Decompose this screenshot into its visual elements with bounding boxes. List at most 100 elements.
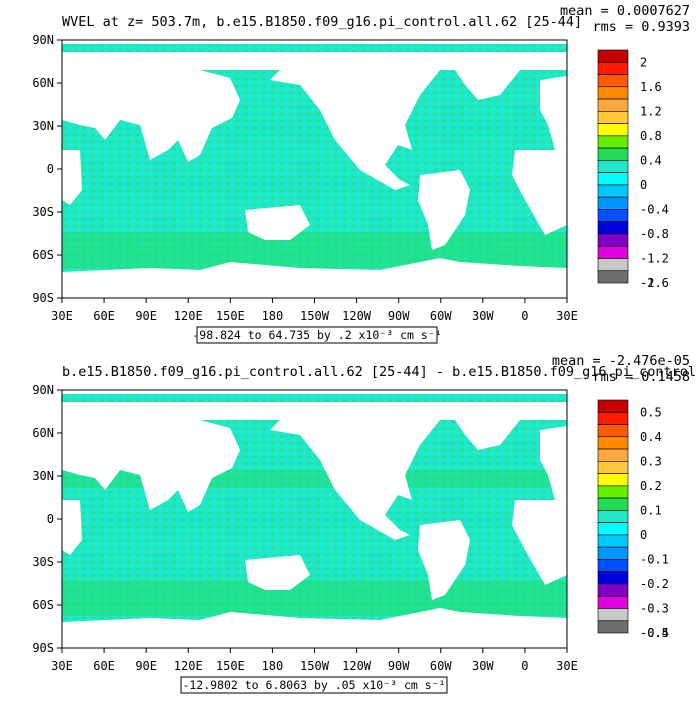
colorbar-swatch: [597, 147, 629, 161]
lat-tick-label: 90N: [32, 33, 54, 47]
lon-tick-label: 30E: [556, 659, 578, 673]
lon-tick-label: 150W: [300, 309, 330, 323]
colorbar-swatch: [597, 49, 629, 63]
panel-2-colorbar: 0.5 0.4 0.3 0.2 0.1 0 -0.1 -0.2 -0.3 -0.4-0.5: [597, 399, 669, 640]
colorbar-label: 0: [640, 178, 647, 192]
colorbar-swatch: [597, 111, 629, 124]
lon-tick-label: 90E: [135, 659, 157, 673]
colorbar-swatch: [597, 209, 629, 222]
lat-tick-label: 60N: [32, 426, 54, 440]
colorbar-label: 0.2: [640, 479, 662, 493]
colorbar-label: 2: [640, 55, 647, 69]
colorbar-label: -1.2: [640, 251, 669, 265]
colorbar-label: 0: [640, 528, 647, 542]
colorbar-label: -0.5: [640, 626, 669, 640]
colorbar-swatch: [597, 399, 629, 413]
colorbar-swatch: [597, 172, 629, 186]
colorbar-swatch: [597, 608, 629, 622]
lon-tick-label: 180: [262, 309, 284, 323]
colorbar-swatch: [597, 245, 629, 259]
colorbar-label: -0.8: [640, 227, 669, 241]
panel-2-title: b.e15.B1850.f09_g16.pi_control.all.62 [2…: [62, 364, 696, 380]
colorbar-swatch: [597, 135, 629, 149]
lat-tick-label: 30S: [32, 205, 54, 219]
colorbar-swatch: [597, 123, 629, 137]
colorbar-label: -1.6: [640, 276, 669, 290]
lon-tick-label: 60W: [430, 659, 452, 673]
lat-tick-label: 60S: [32, 598, 54, 612]
lon-tick-label: 150W: [300, 659, 330, 673]
colorbar-label: 1.6: [640, 80, 662, 94]
colorbar-label: 0.3: [640, 454, 662, 468]
colorbar-swatch: [597, 595, 629, 609]
colorbar-swatch: [597, 620, 629, 634]
colorbar-label: 0.4: [640, 430, 662, 444]
colorbar-swatch: [597, 86, 629, 100]
colorbar-swatch: [597, 559, 629, 572]
lon-tick-label: 60W: [430, 309, 452, 323]
colorbar-swatch: [597, 485, 629, 499]
colorbar-swatch: [597, 583, 629, 597]
colorbar-swatch: [597, 221, 629, 235]
colorbar-label: 0.4: [640, 153, 662, 167]
panel-2-range-label: -12.9802 to 6.8063 by .05 x10⁻³ cm s⁻¹: [182, 678, 445, 692]
lat-tick-label: 30S: [32, 555, 54, 569]
lon-tick-label: 120W: [342, 659, 372, 673]
lon-tick-label: 150E: [216, 309, 245, 323]
lat-tick-label: 30N: [32, 119, 54, 133]
panel-2-mean: mean = -2.476e-05: [552, 353, 690, 369]
colorbar-swatch: [597, 74, 629, 88]
lat-tick-label: 90S: [32, 291, 54, 305]
colorbar-label: 1.2: [640, 104, 662, 118]
lat-tick-label: 90S: [32, 641, 54, 655]
lon-tick-label: 120W: [342, 309, 372, 323]
colorbar-swatch: [597, 411, 629, 425]
lon-tick-label: 0: [521, 659, 528, 673]
panel-1-range-box: [196, 326, 438, 344]
panel-1-title: WVEL at z= 503.7m, b.e15.B1850.f09_g16.p…: [62, 14, 582, 30]
panel-1: WVEL at z= 503.7m, b.e15.B1850.f09_g16.p…: [32, 3, 690, 344]
panel-1-southern-band: [62, 232, 567, 268]
lon-tick-label: 90W: [388, 309, 410, 323]
lat-tick-label: 30N: [32, 469, 54, 483]
colorbar-swatch: [597, 196, 629, 210]
colorbar-swatch: [597, 98, 629, 112]
colorbar-swatch: [597, 534, 629, 548]
lon-tick-label: 0: [521, 309, 528, 323]
colorbar-swatch: [597, 233, 629, 247]
colorbar-label: 0.8: [640, 129, 662, 143]
lat-tick-label: 0: [47, 162, 54, 176]
colorbar-label: -2: [640, 276, 654, 290]
colorbar-swatch: [597, 510, 629, 523]
colorbar-swatch: [597, 522, 629, 536]
colorbar-swatch: [597, 448, 629, 462]
lat-tick-label: 0: [47, 512, 54, 526]
panel-2-range-box: [180, 676, 448, 694]
colorbar-swatch: [597, 571, 629, 585]
panel-1-colorbar: 2 1.6 1.2 0.8 0.4 0 -0.4 -0.8 -1.2 -1.6-2: [597, 49, 669, 290]
colorbar-swatch: [597, 473, 629, 487]
lon-tick-label: 60E: [93, 659, 115, 673]
lon-tick-label: 30E: [51, 309, 73, 323]
lon-tick-label: 30W: [472, 659, 494, 673]
panel-2-lat-axis: 90N 60N 30N 0 30S 60S 90S: [32, 383, 62, 655]
lon-tick-label: 90E: [135, 309, 157, 323]
colorbar-swatch: [597, 160, 629, 173]
lon-tick-label: 60E: [93, 309, 115, 323]
colorbar-label: -0.1: [640, 552, 669, 566]
lat-tick-label: 90N: [32, 383, 54, 397]
colorbar-label: -0.4: [640, 202, 669, 216]
lon-tick-label: 120E: [174, 659, 203, 673]
colorbar-swatch: [597, 546, 629, 560]
panel-1-lat-axis: 90N 60N 30N 0 30S 60S 90S: [32, 33, 62, 305]
lon-tick-label: 150E: [216, 659, 245, 673]
panel-2-map: [62, 390, 567, 648]
panel-1-rms: rms = 0.9393: [592, 19, 690, 35]
colorbar-label: 0.5: [640, 405, 662, 419]
lat-tick-label: 60N: [32, 76, 54, 90]
colorbar-swatch: [597, 436, 629, 450]
colorbar-label: -0.2: [640, 577, 669, 591]
colorbar-swatch: [597, 270, 629, 284]
colorbar-swatch: [597, 258, 629, 272]
lon-tick-label: 90W: [388, 659, 410, 673]
